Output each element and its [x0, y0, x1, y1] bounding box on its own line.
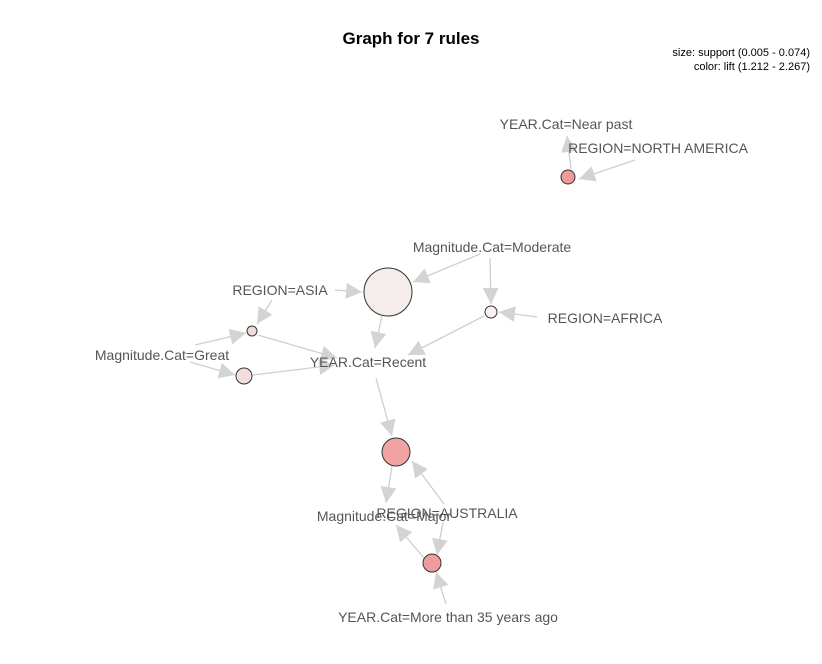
rule-node-r3[interactable] [484, 305, 498, 319]
edge-r2-recent [370, 315, 387, 349]
legend-color: color: lift (1.212 - 2.267) [693, 61, 810, 73]
rule-node-r1[interactable] [560, 169, 576, 185]
item-label-australia: REGION=AUSTRALIA [376, 505, 518, 521]
item-label-near-past: YEAR.Cat=Near past [500, 116, 633, 132]
edge-r3-africa [498, 306, 538, 323]
rule-node-r4[interactable] [246, 325, 258, 337]
item-label-more-35: YEAR.Cat=More than 35 years ago [338, 609, 558, 625]
item-label-recent: YEAR.Cat=Recent [310, 354, 426, 370]
item-label-asia: REGION=ASIA [232, 282, 328, 298]
edge-r7-more-35 [433, 571, 449, 605]
edge-r3-moderate [482, 257, 499, 305]
edge-r4-great [194, 328, 247, 346]
edge-r5-great [189, 361, 236, 379]
item-label-north-america: REGION=NORTH AMERICA [568, 140, 748, 156]
edge-r7-major [395, 524, 425, 559]
edge-r6-recent [375, 377, 396, 437]
item-label-africa: REGION=AFRICA [548, 310, 663, 326]
edge-r5-recent [252, 358, 336, 376]
item-labels-layer: YEAR.Cat=Near past REGION=NORTH AMERICA Ma… [95, 116, 749, 625]
rule-node-r6[interactable] [381, 437, 411, 467]
edge-r6-major [380, 465, 397, 504]
legend: size: support (0.005 - 0.074) color: lif… [672, 46, 810, 74]
rule-node-r2[interactable] [363, 267, 413, 317]
edge-r6-australia [411, 460, 445, 505]
rule-nodes-layer [235, 169, 576, 573]
edge-r4-recent [257, 334, 338, 362]
edge-r1-north-america [578, 159, 636, 182]
edge-r2-moderate [412, 253, 481, 284]
legend-size: size: support (0.005 - 0.074) [672, 47, 810, 59]
edge-r7-australia [431, 521, 448, 556]
edge-r3-recent [407, 315, 485, 356]
graph-title: Graph for 7 rules [342, 29, 480, 48]
edge-r2-asia [334, 282, 363, 299]
edge-r1-near-past [560, 135, 577, 170]
item-label-major: Magnitude.Cat=Major [317, 508, 452, 524]
rule-node-r5[interactable] [235, 367, 253, 385]
rule-node-r7[interactable] [422, 553, 442, 573]
item-label-great: Magnitude.Cat=Great [95, 347, 229, 363]
edges-layer [189, 135, 636, 605]
item-label-moderate: Magnitude.Cat=Moderate [413, 239, 572, 255]
edge-r4-asia [256, 299, 273, 325]
